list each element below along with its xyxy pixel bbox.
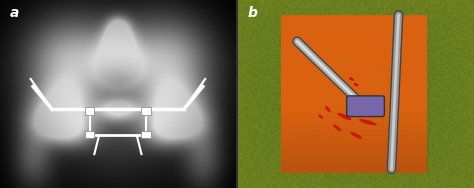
Ellipse shape [333, 124, 342, 131]
Ellipse shape [354, 83, 358, 86]
Bar [85, 107, 94, 115]
Text: a: a [9, 6, 19, 20]
Ellipse shape [350, 132, 362, 139]
Bar [142, 131, 151, 138]
Ellipse shape [349, 77, 354, 81]
Ellipse shape [325, 106, 330, 112]
Ellipse shape [337, 113, 352, 120]
Bar [85, 131, 94, 138]
Ellipse shape [318, 114, 323, 119]
FancyBboxPatch shape [346, 96, 384, 117]
Bar [281, 15, 427, 173]
Ellipse shape [359, 119, 377, 125]
Ellipse shape [339, 87, 345, 90]
Text: b: b [247, 6, 257, 20]
Bar [142, 107, 151, 115]
Ellipse shape [346, 92, 357, 96]
